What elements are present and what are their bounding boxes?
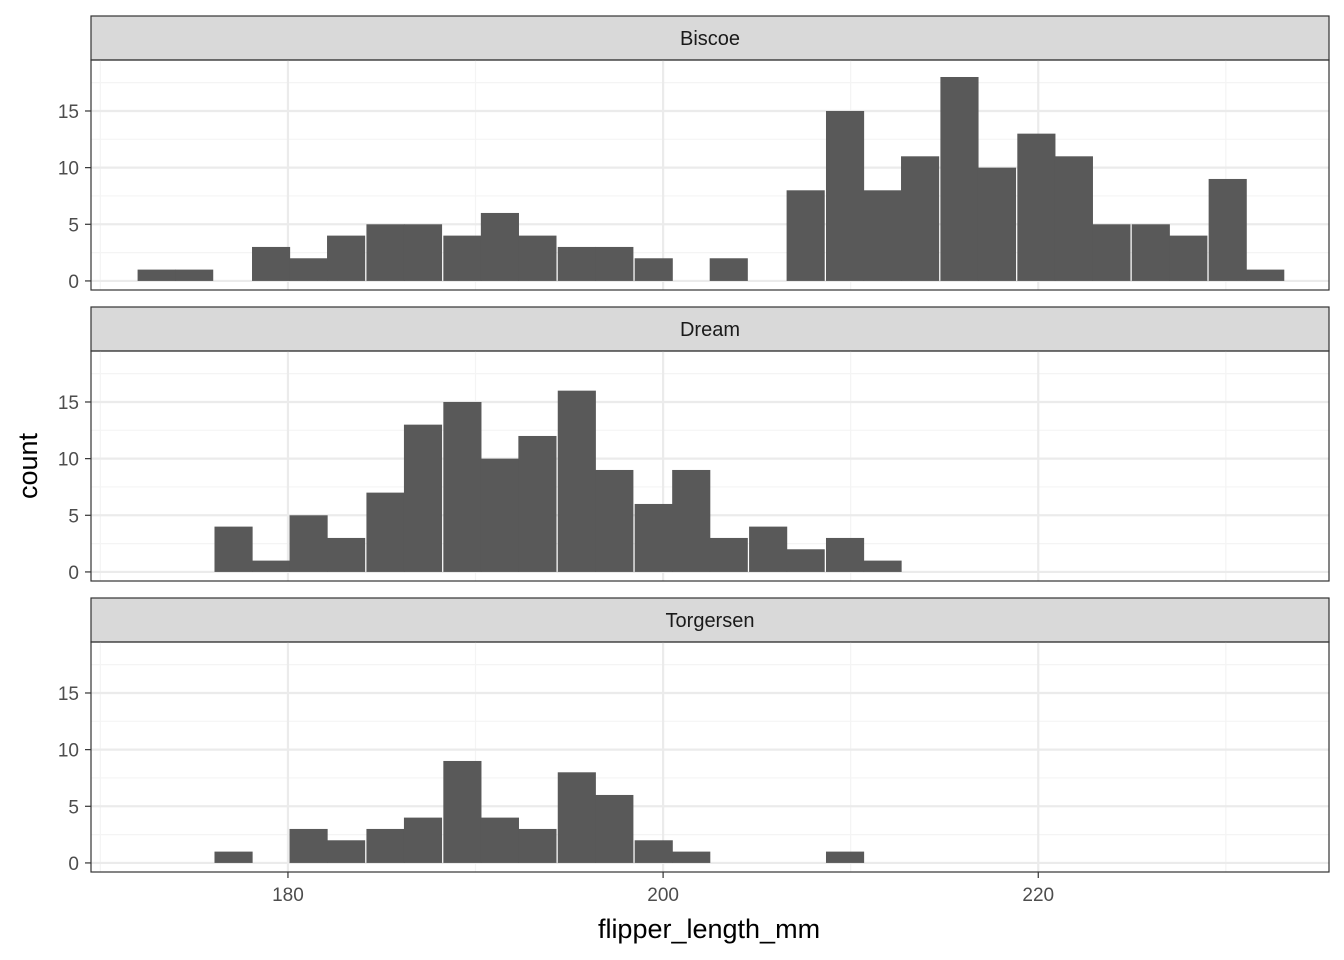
histogram-bar <box>1169 235 1208 281</box>
histogram-bar <box>977 167 1017 281</box>
facet-panels: Biscoe 0 5 10 15 Dream 0 5 10 15 Torgersen 0 5 10 15 <box>58 15 1330 875</box>
histogram-bar <box>595 469 634 572</box>
histogram-bar <box>709 258 748 281</box>
histogram-bar <box>214 526 253 572</box>
histogram-bar <box>289 515 328 572</box>
histogram-bar <box>518 235 557 281</box>
y-tick-label: 0 <box>68 563 79 584</box>
y-tick-label: 10 <box>58 159 79 180</box>
histogram-bar <box>403 224 443 281</box>
histogram-bar <box>557 772 596 863</box>
histogram-bar <box>518 435 557 572</box>
facet-strip-label: Biscoe <box>680 28 740 50</box>
histogram-bar <box>863 560 902 572</box>
facet-strip-label: Dream <box>680 319 740 341</box>
histogram-bar <box>480 817 519 863</box>
histogram-bar <box>825 537 865 572</box>
histogram-bar <box>366 492 405 572</box>
panel-border <box>90 350 1330 582</box>
histogram-bar <box>595 246 634 281</box>
histogram-bar <box>786 549 825 572</box>
histogram-bar <box>175 269 214 281</box>
histogram-bar <box>480 212 519 281</box>
facet-dream: Dream 0 5 10 15 <box>58 306 1330 584</box>
histogram-bar <box>1092 224 1131 281</box>
histogram-bar <box>634 258 673 281</box>
histogram-bar <box>403 817 443 863</box>
histogram-bar <box>480 458 519 572</box>
y-tick-label: 10 <box>58 450 79 471</box>
histogram-bar <box>595 794 634 863</box>
x-tick-label: 180 <box>272 885 304 906</box>
facet-strip <box>90 597 1330 643</box>
histogram-bar <box>1131 224 1170 281</box>
histogram-bar <box>557 390 596 572</box>
y-tick-label: 10 <box>58 741 79 762</box>
y-axis-title: count <box>13 432 43 499</box>
histogram-bar <box>443 760 482 863</box>
histogram-bar <box>403 424 443 572</box>
facet-torgersen: Torgersen 0 5 10 15 <box>58 597 1330 875</box>
histogram-bar <box>137 269 176 281</box>
histogram-bar <box>443 401 482 572</box>
y-tick-label: 0 <box>68 854 79 875</box>
facet-strip <box>90 306 1330 352</box>
histogram-bar <box>672 851 711 863</box>
histogram-bar <box>289 258 328 281</box>
histogram-bar <box>327 537 366 572</box>
histogram-bar <box>366 828 405 863</box>
histogram-bars <box>214 760 865 863</box>
histogram-bar <box>940 76 979 281</box>
histogram-bar <box>825 851 865 863</box>
facet-strip <box>90 15 1330 61</box>
histogram-bar <box>901 156 940 281</box>
x-axis-title: flipper_length_mm <box>598 914 820 944</box>
y-tick-label: 5 <box>68 215 79 236</box>
histogram-bar <box>749 526 788 572</box>
histogram-bar <box>1017 133 1056 281</box>
histogram-bar <box>863 190 902 281</box>
histogram-bar <box>443 235 482 281</box>
panel-border <box>90 59 1330 291</box>
facet-strip-label: Torgersen <box>666 610 755 632</box>
histogram-bars <box>137 76 1285 281</box>
histogram-bar <box>252 560 291 572</box>
histogram-bar <box>825 110 865 281</box>
histogram-bar <box>252 246 291 281</box>
x-tick-label: 200 <box>647 885 679 906</box>
histogram-bar <box>557 246 596 281</box>
histogram-bar <box>214 851 253 863</box>
histogram-bar <box>634 503 673 572</box>
histogram-bar <box>366 224 405 281</box>
y-tick-label: 5 <box>68 506 79 527</box>
histogram-bars <box>214 390 902 572</box>
y-tick-label: 15 <box>58 102 79 123</box>
histogram-bar <box>786 190 825 281</box>
y-tick-label: 15 <box>58 393 79 414</box>
panel-border <box>90 641 1330 873</box>
histogram-bar <box>1208 178 1247 281</box>
x-tick-label: 220 <box>1022 885 1054 906</box>
histogram-bar <box>327 840 366 863</box>
y-tick-label: 0 <box>68 272 79 293</box>
histogram-bar <box>1054 156 1093 281</box>
histogram-bar <box>672 469 711 572</box>
y-tick-label: 5 <box>68 797 79 818</box>
histogram-bar <box>289 828 328 863</box>
histogram-bar <box>709 537 748 572</box>
x-axis: 180 200 220 <box>272 872 1054 906</box>
histogram-bar <box>1246 269 1285 281</box>
facet-biscoe: Biscoe 0 5 10 15 <box>58 15 1330 293</box>
histogram-bar <box>327 235 366 281</box>
histogram-bar <box>518 828 557 863</box>
histogram-bar <box>634 840 673 863</box>
y-tick-label: 15 <box>58 684 79 705</box>
